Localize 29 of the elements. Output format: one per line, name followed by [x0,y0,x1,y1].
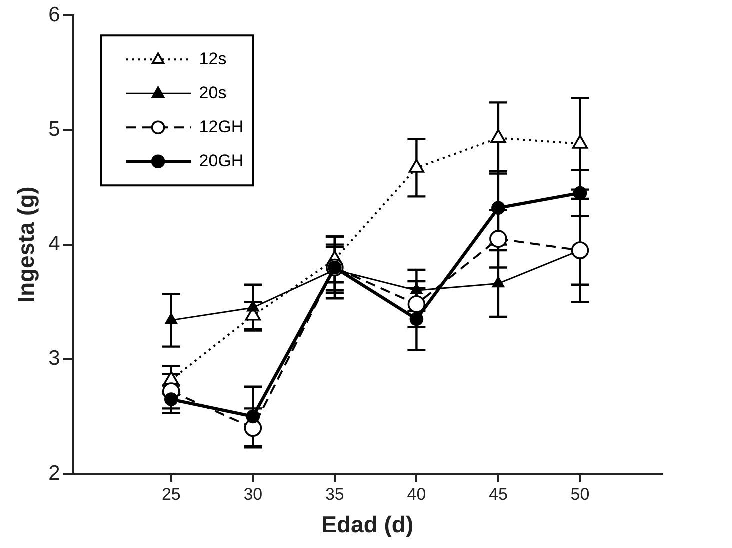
point [490,129,506,144]
y-tick-label: 2 [48,462,60,485]
point [490,230,508,248]
point [410,284,423,295]
x-tick-label: 30 [244,484,263,504]
y-tick-label: 5 [48,118,60,141]
x-axis-title: Edad (d) [322,512,414,538]
x-tick-label: 45 [489,484,508,504]
x-tick-label: 35 [325,484,344,504]
point [165,314,178,324]
y-tick-label: 4 [48,232,61,256]
point [408,295,426,314]
y-axis-title: Ingesta (g) [13,186,40,303]
legend-label: 20s [199,83,227,102]
point [164,392,178,406]
legend-label: 20GH [199,151,244,170]
x-tick-label: 50 [570,484,590,504]
point [408,159,425,173]
legend-label: 12GH [199,117,244,136]
point [410,312,424,326]
y-tick-label: 6 [48,3,60,26]
x-tick-label: 40 [407,484,426,504]
point [572,135,588,149]
y-tick-label: 3 [48,347,60,370]
point [492,201,506,216]
legend-label: 12s [199,49,227,68]
x-tick-label: 25 [162,484,181,504]
point [492,276,505,288]
point [246,410,260,424]
